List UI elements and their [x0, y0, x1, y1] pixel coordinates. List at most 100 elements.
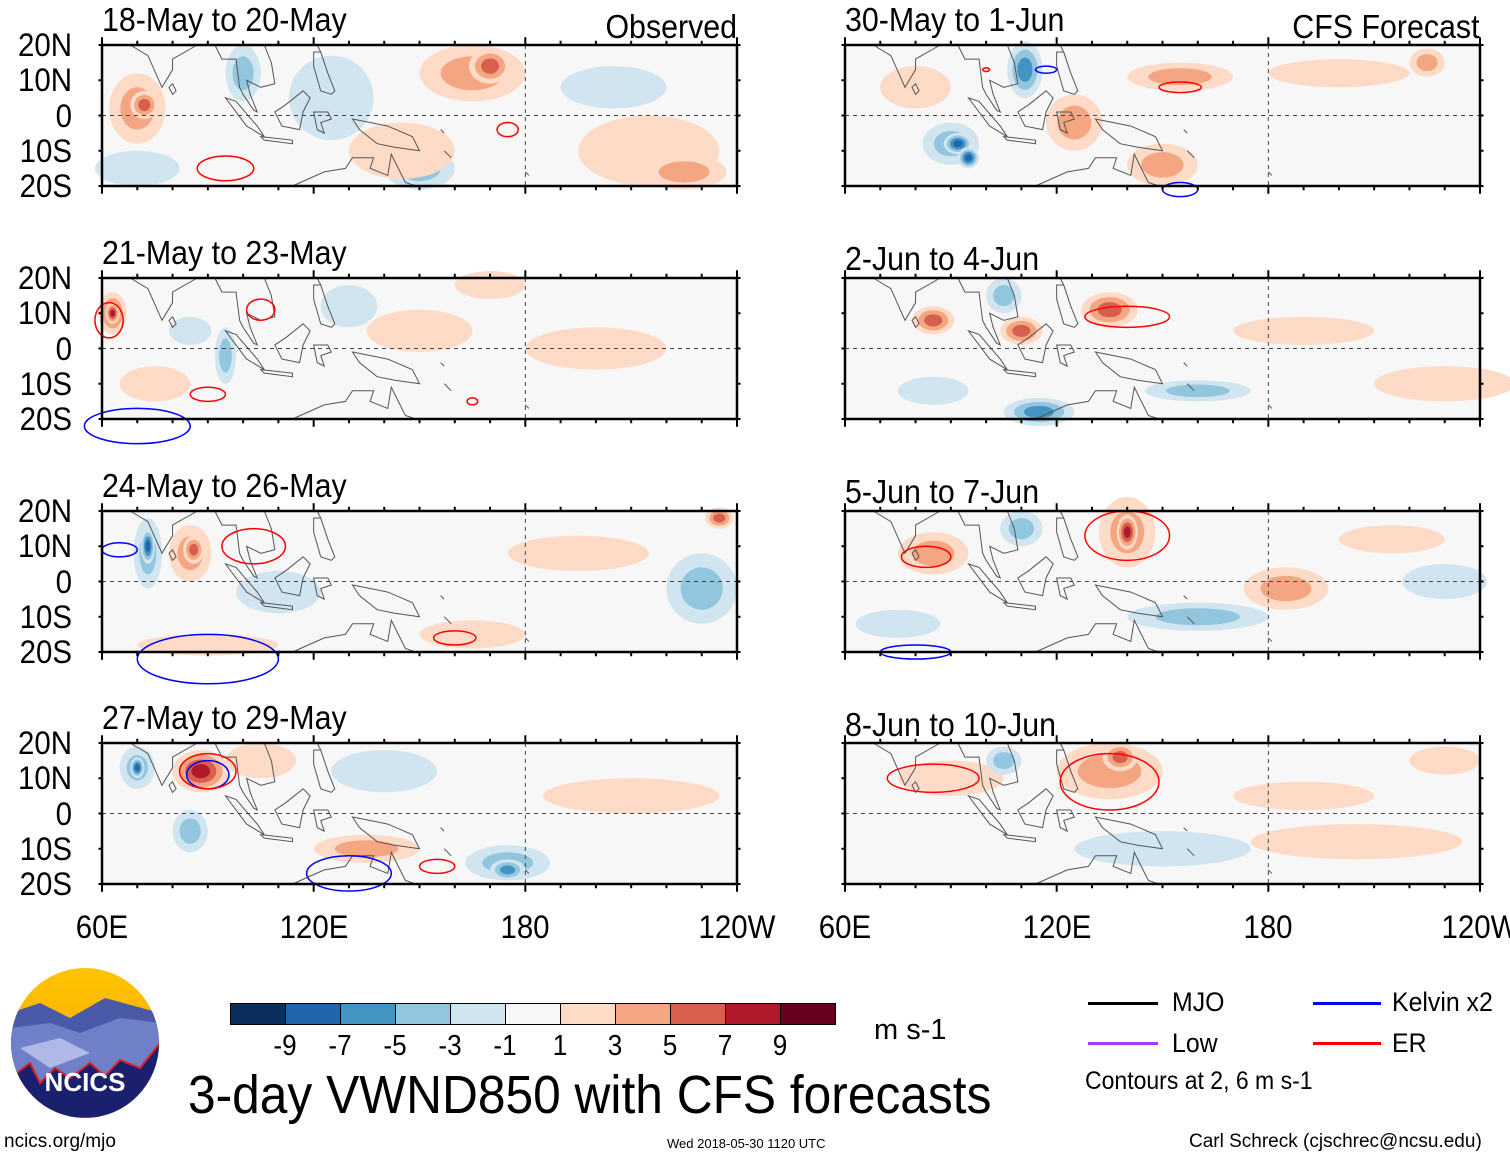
- coastline: [352, 817, 419, 849]
- panel-title: 24-May to 26-May: [102, 467, 347, 504]
- anomaly-shading: [1250, 824, 1463, 860]
- lat-tick-label: 0: [55, 97, 72, 134]
- anomaly-shading: [1141, 152, 1184, 178]
- coastline: [1187, 384, 1194, 391]
- lat-tick-label: 20N: [17, 725, 72, 761]
- anomaly-shading: [145, 540, 151, 553]
- panel-title: 5-Jun to 7-Jun: [845, 473, 1040, 510]
- anomaly-shading: [1338, 525, 1445, 554]
- anomaly-shading: [169, 316, 212, 345]
- er-contour: [434, 631, 476, 645]
- anomaly-shading: [897, 760, 1004, 796]
- coastline: [1187, 849, 1194, 856]
- coastline: [873, 511, 940, 553]
- coastline: [314, 810, 332, 831]
- lon-tick-label: 120E: [279, 909, 349, 945]
- anomaly-shading: [1012, 324, 1031, 337]
- coastline: [1095, 817, 1162, 849]
- coastline: [1057, 52, 1078, 94]
- coastline: [1057, 810, 1075, 831]
- coastline: [1184, 130, 1188, 134]
- anomaly-shading: [348, 122, 455, 179]
- coastline: [525, 870, 529, 874]
- coastline: [261, 370, 293, 377]
- colorbar-swatch: [285, 1003, 341, 1025]
- coastline: [1018, 557, 1053, 596]
- ncics-logo: NCICS: [11, 968, 159, 1118]
- colorbar-swatch: [670, 1003, 726, 1025]
- map-panel: [845, 496, 1488, 652]
- lat-tick-label: 10S: [19, 365, 72, 402]
- colorbar-tick-label: -9: [273, 1030, 297, 1062]
- coastline: [314, 112, 332, 133]
- observed-header: Observed: [605, 8, 737, 45]
- coastline: [441, 596, 445, 600]
- coastline: [968, 331, 1007, 370]
- er-contour: [1060, 754, 1159, 810]
- coastline: [441, 363, 445, 367]
- anomaly-shading: [320, 285, 378, 328]
- anomaly-shading: [1268, 59, 1410, 88]
- er-contour: [1085, 306, 1170, 327]
- anomaly-shading: [236, 570, 321, 614]
- anomaly-shading: [1023, 405, 1055, 418]
- panel-title: 18-May to 20-May: [102, 1, 347, 38]
- anomaly-shading: [924, 314, 943, 327]
- anomaly-shading: [1402, 563, 1488, 600]
- anomaly-shading: [713, 513, 726, 523]
- coastline: [968, 796, 1007, 835]
- coastline: [314, 578, 332, 599]
- anomaly-shading: [1112, 751, 1128, 764]
- anomaly-shading: [232, 56, 254, 91]
- coastline: [261, 835, 293, 842]
- coastline: [1095, 352, 1162, 384]
- coastline: [444, 617, 451, 624]
- colorbar-tick-label: -3: [438, 1030, 462, 1062]
- anomaly-shading: [288, 55, 374, 141]
- lat-tick-label: 20N: [17, 260, 72, 296]
- coastline: [1057, 750, 1078, 792]
- map-frame: [845, 511, 1480, 652]
- map-panel: [845, 278, 1510, 419]
- anomaly-shading: [480, 58, 500, 74]
- panel-title: 8-Jun to 10-Jun: [845, 706, 1056, 743]
- coastline: [1268, 870, 1272, 874]
- coastline: [352, 352, 419, 384]
- er-contour: [901, 546, 950, 567]
- coastline: [1057, 112, 1075, 133]
- coastline: [1184, 596, 1188, 600]
- lat-tick-label: 0: [55, 563, 72, 600]
- coastline: [873, 45, 940, 87]
- lat-tick-label: 20S: [19, 634, 72, 670]
- colorbar-swatch: [395, 1003, 451, 1025]
- coastline: [968, 98, 1007, 137]
- coastline: [130, 45, 197, 87]
- logo-text: NCICS: [45, 1067, 126, 1097]
- coastline: [441, 828, 445, 832]
- coastline: [1057, 578, 1075, 599]
- coastline: [1057, 345, 1075, 366]
- legend-mjo-line: [1088, 1002, 1158, 1005]
- map-frame: [845, 45, 1480, 186]
- coastline: [873, 278, 940, 320]
- coastline: [169, 317, 176, 328]
- anomaly-shading: [542, 778, 720, 814]
- er-contour: [467, 398, 478, 405]
- anomaly-shading: [189, 543, 199, 556]
- er-contour: [197, 156, 253, 181]
- coastline: [873, 743, 940, 785]
- map-panel: [102, 278, 737, 419]
- colorbar-tick-label: 5: [662, 1030, 678, 1062]
- coastline: [215, 743, 275, 810]
- lon-tick-label: 180: [500, 909, 550, 945]
- lon-tick-label: 120E: [1022, 909, 1092, 945]
- legend-low-line: [1088, 1042, 1158, 1045]
- footer-url[interactable]: ncics.org/mjo: [4, 1131, 116, 1152]
- coastline: [968, 564, 1007, 603]
- map-panel: [845, 743, 1480, 884]
- lat-tick-label: 20S: [19, 168, 72, 204]
- coastline: [525, 172, 529, 176]
- map-frame: [102, 743, 737, 884]
- coastline: [1036, 620, 1159, 652]
- legend-kelvin-line: [1313, 1002, 1381, 1005]
